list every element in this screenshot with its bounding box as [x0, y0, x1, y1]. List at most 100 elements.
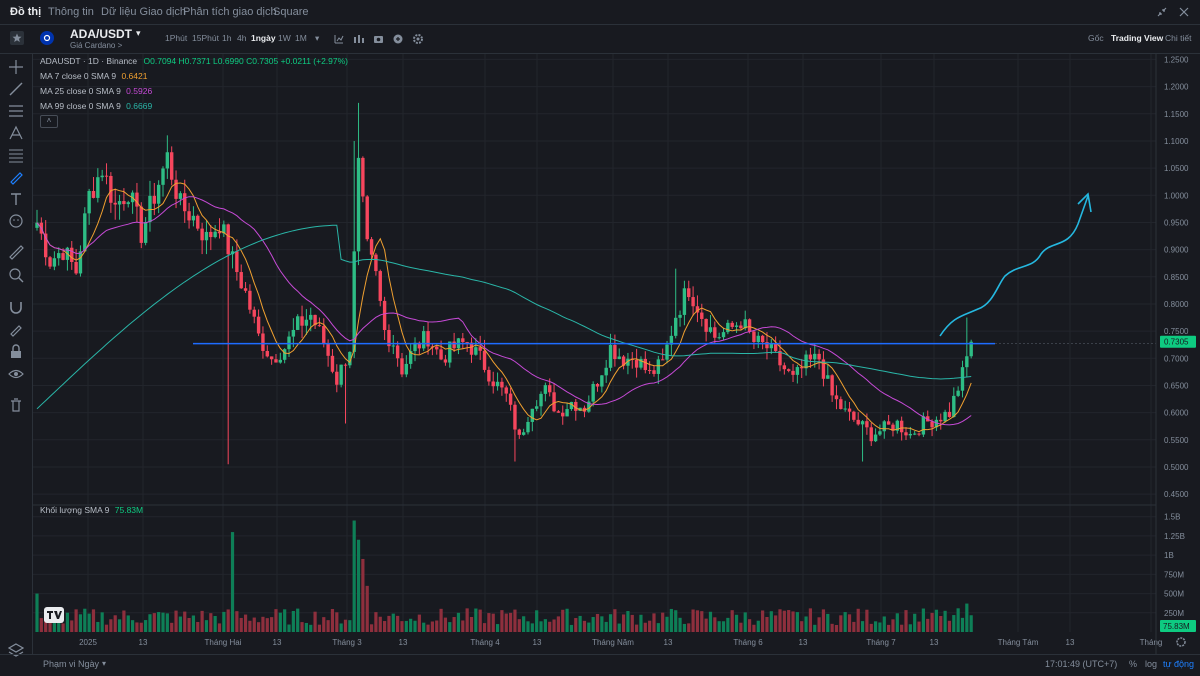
tab-chart[interactable]: Đồ thị: [10, 6, 42, 18]
volume-label[interactable]: Khối lượng SMA 9: [40, 505, 110, 515]
candle-body: [752, 331, 756, 343]
clock-time[interactable]: 17:01:49 (UTC+7): [1045, 659, 1118, 669]
symbol-title[interactable]: ADA/USDT: [70, 27, 132, 41]
ma25-label[interactable]: MA 25 close 0 SMA 9: [40, 86, 121, 96]
percent-toggle[interactable]: %: [1129, 659, 1138, 669]
timeframe-1m[interactable]: 1Phút: [165, 33, 188, 43]
axis-settings-icon[interactable]: [1176, 637, 1186, 647]
zoom-icon[interactable]: [8, 267, 24, 283]
crosshair-icon[interactable]: [8, 59, 24, 75]
timeframe-1mo[interactable]: 1M: [295, 33, 307, 43]
volume-bar: [474, 608, 478, 632]
view-tradingview[interactable]: Trading View: [1111, 33, 1164, 43]
volume-bar: [952, 615, 956, 632]
tab-info[interactable]: Thông tin: [48, 6, 94, 18]
timeframe-1d[interactable]: 1ngày: [251, 33, 276, 43]
text-icon[interactable]: [8, 191, 24, 207]
view-original[interactable]: Gốc: [1088, 33, 1104, 43]
view-details[interactable]: Chi tiết: [1165, 33, 1192, 43]
brush-icon[interactable]: [8, 169, 24, 185]
volume-bar: [87, 613, 91, 632]
tab-trading-data[interactable]: Dữ liệu Giao dịch: [101, 6, 187, 18]
candle-body: [343, 364, 348, 366]
ruler-icon[interactable]: [8, 244, 24, 260]
eye-icon[interactable]: [8, 366, 24, 382]
chevron-down-icon[interactable]: ▾: [136, 28, 141, 38]
candle-body: [326, 342, 330, 356]
tradingview-logo-icon[interactable]: [44, 607, 64, 623]
candle-body: [96, 177, 100, 198]
tab-square[interactable]: Square: [273, 6, 309, 18]
candle-body: [365, 196, 369, 240]
timeframe-4h[interactable]: 4h: [237, 33, 247, 43]
lock-icon[interactable]: [8, 344, 24, 360]
price-axis: 1.2500 1.2000 1.1500 1.1000 1.0500 1.0000 0.95…: [1164, 55, 1189, 499]
candle-body: [256, 316, 261, 334]
candle-body: [660, 359, 665, 361]
pitchfork-icon[interactable]: [8, 125, 24, 141]
volume-bar: [873, 621, 878, 632]
candle-body: [435, 346, 439, 350]
chart-toolbar: ADA/USDT ▾ Giá Cardano >: [0, 25, 1200, 54]
auto-toggle[interactable]: tự động: [1163, 659, 1195, 669]
price-tick-label: 0.5000: [1164, 463, 1189, 472]
timeframe-1w[interactable]: 1W: [278, 33, 291, 43]
candle-body: [639, 358, 643, 368]
timeframe-1h[interactable]: 1h: [222, 33, 232, 43]
camera-icon[interactable]: [374, 36, 383, 43]
close-icon[interactable]: [1178, 6, 1190, 18]
candle-body: [187, 211, 191, 221]
volume-bar: [960, 617, 965, 632]
candle-body: [491, 381, 495, 387]
volume-bar: [587, 622, 591, 632]
volume-bar: [921, 608, 925, 632]
tab-trade-analysis[interactable]: Phân tích giao dịch: [183, 6, 277, 18]
log-toggle[interactable]: log: [1145, 659, 1158, 669]
candle-body: [895, 420, 900, 431]
star-icon[interactable]: [10, 31, 24, 45]
projection-arrow[interactable]: [939, 192, 1092, 337]
candle-body: [800, 367, 804, 369]
fib-icon[interactable]: [8, 147, 24, 163]
trash-icon[interactable]: [8, 397, 24, 413]
chart-type-icon[interactable]: [334, 35, 344, 44]
timeframe-15m[interactable]: 15Phút: [192, 33, 219, 43]
chevron-down-icon[interactable]: ▾: [102, 659, 107, 668]
volume-bar: [456, 612, 461, 632]
volume-bar: [274, 609, 278, 632]
date-range-selector[interactable]: Phạm vi Ngày: [43, 659, 100, 669]
trendline-icon[interactable]: [8, 81, 24, 97]
candle-body: [665, 344, 669, 360]
candle-body: [886, 421, 891, 425]
indicators-icon[interactable]: [354, 35, 364, 43]
volume-bar: [808, 608, 813, 632]
ma99-label[interactable]: MA 99 close 0 SMA 9: [40, 101, 121, 111]
settings-icon[interactable]: [413, 34, 423, 44]
price-chart[interactable]: 1.2500 1.2000 1.1500 1.1000 1.0500 1.0000 0.95…: [33, 54, 1200, 654]
volume-bar: [591, 617, 595, 632]
horizontal-lines-icon[interactable]: [8, 103, 24, 119]
candle-body: [856, 419, 860, 425]
candle-body: [839, 399, 843, 409]
candle-body: [760, 335, 765, 343]
projection-path[interactable]: [939, 192, 1092, 337]
volume-bar: [513, 609, 517, 632]
add-icon[interactable]: [393, 34, 403, 44]
volume-bar: [734, 614, 739, 632]
candle-body: [61, 253, 65, 260]
collapse-legend-button[interactable]: ˄: [40, 115, 58, 128]
volume-bar: [243, 614, 248, 632]
emoji-icon[interactable]: [8, 213, 24, 229]
candle-body: [943, 411, 947, 422]
symbol-subtitle[interactable]: Giá Cardano >: [70, 41, 123, 50]
ma7-label[interactable]: MA 7 close 0 SMA 9: [40, 71, 117, 81]
collapse-icon[interactable]: [1156, 6, 1168, 18]
volume-bar: [144, 620, 148, 632]
volume-bar: [174, 610, 178, 632]
time-tick-label: Tháng 6: [733, 638, 763, 647]
candle-body: [821, 359, 826, 379]
pencil-lock-icon[interactable]: [8, 321, 24, 337]
magnet-icon[interactable]: [8, 299, 24, 315]
layers-icon[interactable]: [8, 642, 24, 658]
more-timeframes-icon[interactable]: ▾: [315, 33, 320, 43]
